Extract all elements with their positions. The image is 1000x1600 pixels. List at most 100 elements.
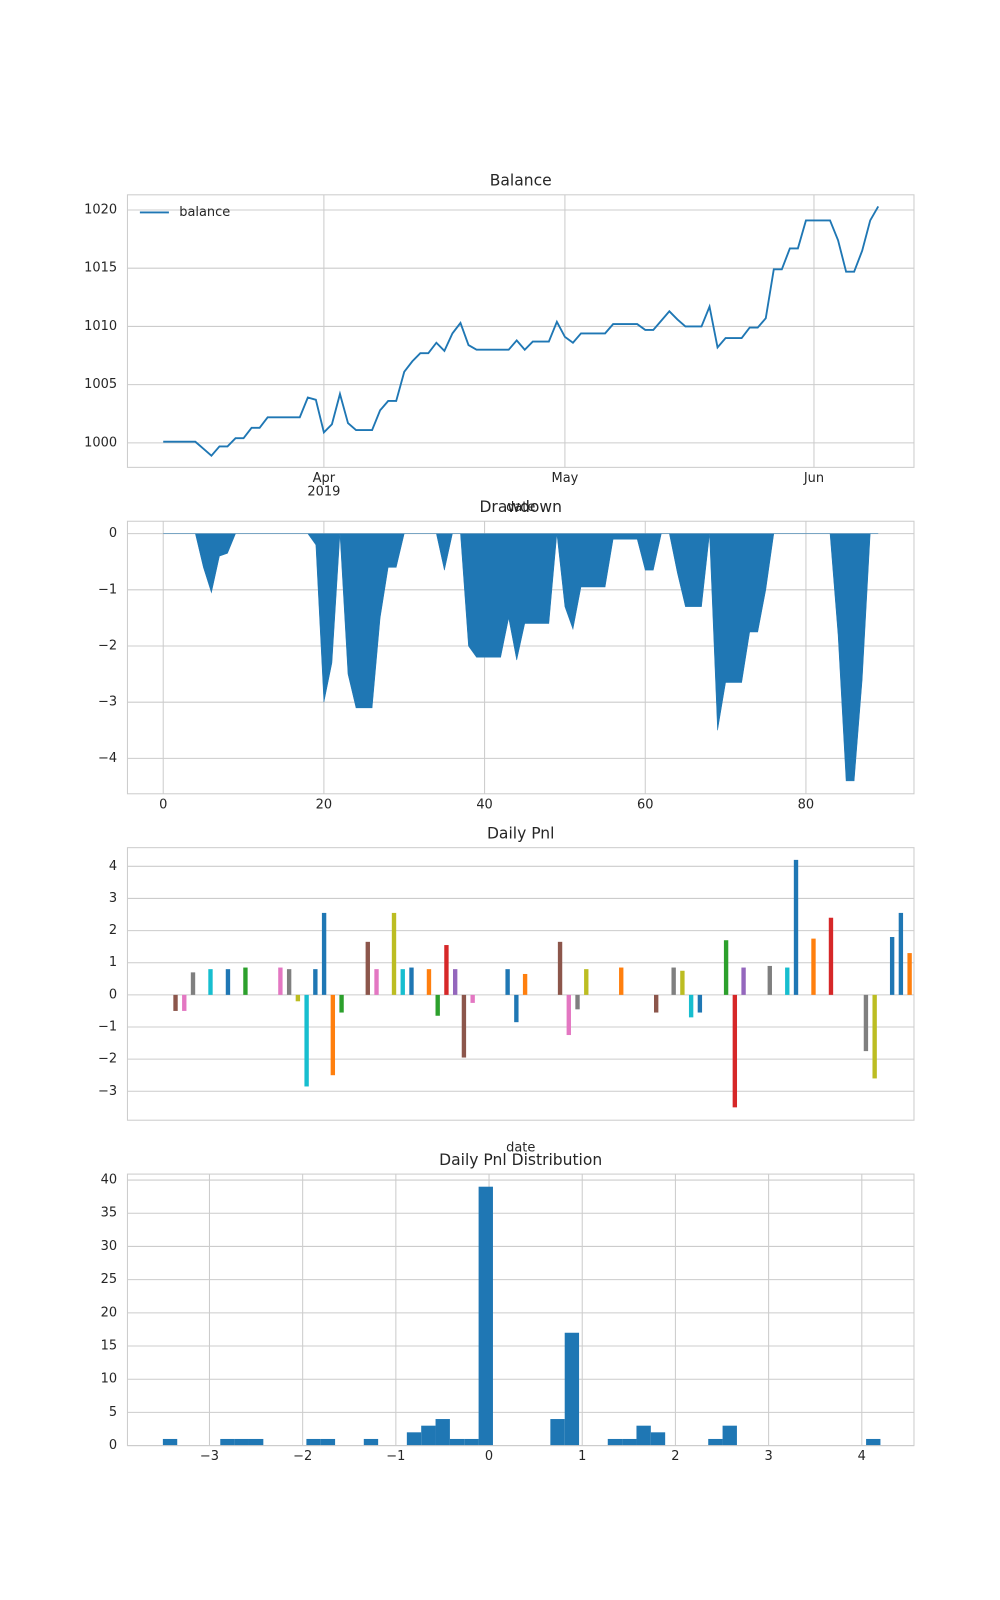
bar bbox=[863, 994, 869, 1052]
y-tick-label: 5 bbox=[109, 1405, 117, 1420]
bar bbox=[811, 938, 816, 995]
bar bbox=[723, 940, 729, 995]
bar bbox=[866, 1438, 881, 1446]
bar bbox=[461, 994, 467, 1058]
y-tick-label: 20 bbox=[101, 1305, 117, 1320]
y-tick-label: −3 bbox=[98, 695, 117, 710]
bar bbox=[889, 937, 895, 995]
bar bbox=[444, 945, 449, 995]
bar bbox=[872, 994, 877, 1079]
bar bbox=[365, 941, 370, 995]
x-tick-label: 20 bbox=[316, 797, 332, 812]
text-line: 2019 bbox=[307, 484, 340, 499]
bar bbox=[426, 969, 432, 995]
bar bbox=[636, 1425, 651, 1446]
y-tick-label: 2 bbox=[109, 923, 117, 938]
bar bbox=[671, 967, 676, 995]
bar bbox=[464, 1438, 479, 1446]
bar bbox=[505, 969, 510, 995]
bar bbox=[898, 912, 904, 995]
chart-title: Balance bbox=[490, 171, 552, 189]
y-tick-label: 4 bbox=[109, 859, 117, 874]
x-tick-label: Jun bbox=[803, 471, 824, 486]
plot-frame bbox=[126, 847, 915, 1121]
y-tick-label: −4 bbox=[98, 751, 117, 766]
bar bbox=[557, 941, 563, 995]
bar bbox=[741, 967, 746, 995]
y-tick-label: 35 bbox=[101, 1206, 117, 1221]
x-tick-label: 40 bbox=[476, 797, 492, 812]
x-axis-label: date bbox=[506, 1140, 535, 1155]
bar bbox=[220, 1438, 235, 1446]
bar bbox=[575, 994, 580, 1010]
x-tick-label: 2 bbox=[671, 1449, 679, 1464]
bar bbox=[234, 1438, 249, 1446]
bar bbox=[363, 1438, 379, 1446]
bar bbox=[208, 969, 213, 995]
plot-area bbox=[127, 194, 914, 468]
plot-area bbox=[127, 1174, 914, 1446]
bar bbox=[828, 917, 834, 995]
bar bbox=[622, 1438, 637, 1446]
bar bbox=[564, 1332, 580, 1446]
x-tick-label: 3 bbox=[764, 1449, 772, 1464]
chart-title: Daily Pnl bbox=[487, 824, 554, 842]
bar bbox=[478, 1186, 493, 1446]
bar bbox=[619, 967, 624, 995]
bar bbox=[225, 969, 231, 995]
bar bbox=[449, 1438, 465, 1446]
bar bbox=[173, 994, 178, 1011]
y-tick-label: −2 bbox=[98, 1052, 117, 1067]
bar bbox=[278, 967, 283, 995]
bar bbox=[653, 994, 659, 1013]
y-tick-label: 3 bbox=[109, 891, 117, 906]
x-tick-label: 4 bbox=[858, 1449, 866, 1464]
line bbox=[163, 206, 880, 458]
x-axis-label: date bbox=[506, 500, 535, 515]
bar bbox=[793, 859, 799, 995]
y-tick-label: 25 bbox=[101, 1272, 117, 1287]
bar bbox=[304, 994, 309, 1087]
bar bbox=[182, 994, 187, 1011]
y-tick-label: −3 bbox=[98, 1084, 117, 1099]
y-tick-label: 1 bbox=[109, 955, 117, 970]
x-tick-label: 0 bbox=[485, 1449, 493, 1464]
bar bbox=[907, 953, 912, 995]
y-tick-label: −2 bbox=[98, 638, 117, 653]
bar bbox=[421, 1425, 436, 1446]
y-tick-label: 10 bbox=[101, 1372, 117, 1387]
bar bbox=[243, 967, 248, 995]
y-tick-label: 1005 bbox=[84, 377, 117, 392]
chart-title: Daily Pnl Distribution bbox=[439, 1151, 602, 1169]
bar bbox=[295, 994, 301, 1002]
bar bbox=[550, 1419, 565, 1446]
bar bbox=[732, 994, 738, 1108]
y-tick-label: 1020 bbox=[84, 202, 117, 217]
bar bbox=[313, 969, 318, 995]
chart-title: Drawdown bbox=[479, 498, 561, 516]
bar bbox=[650, 1432, 666, 1446]
bar bbox=[391, 912, 397, 995]
y-tick-label: −1 bbox=[98, 1020, 117, 1035]
bar bbox=[607, 1438, 623, 1446]
bar bbox=[767, 965, 772, 995]
y-tick-label: 0 bbox=[109, 1438, 117, 1453]
bar bbox=[374, 969, 379, 995]
area bbox=[163, 533, 879, 782]
bar bbox=[708, 1438, 723, 1446]
x-tick-label: −2 bbox=[293, 1449, 312, 1464]
bar bbox=[680, 970, 685, 995]
bar bbox=[514, 994, 519, 1023]
bar bbox=[435, 1419, 450, 1446]
bar bbox=[321, 912, 327, 995]
bar bbox=[785, 967, 790, 995]
bar bbox=[452, 969, 458, 995]
bar bbox=[190, 972, 196, 995]
bar bbox=[697, 994, 703, 1013]
bar bbox=[566, 994, 571, 1036]
bar bbox=[584, 969, 589, 995]
x-tick-label: 80 bbox=[798, 797, 814, 812]
bar bbox=[409, 967, 414, 995]
